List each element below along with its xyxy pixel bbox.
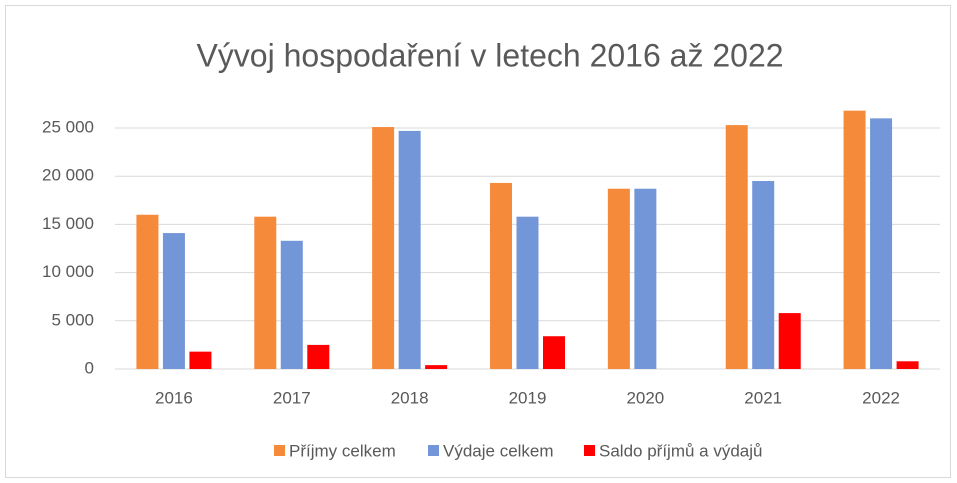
legend-label: Příjmy celkem	[289, 441, 396, 460]
x-tick-label: 2017	[273, 388, 311, 407]
y-tick-label: 0	[85, 358, 94, 377]
x-tick-label: 2020	[626, 388, 664, 407]
bar	[189, 351, 212, 369]
x-tick-label: 2022	[862, 388, 900, 407]
legend-swatch	[274, 445, 285, 456]
bar	[516, 216, 539, 369]
x-tick-label: 2016	[155, 388, 193, 407]
y-tick-label: 15 000	[42, 214, 94, 233]
bar	[307, 344, 330, 369]
bar	[752, 181, 775, 369]
y-tick-label: 10 000	[42, 262, 94, 281]
bar	[490, 182, 512, 369]
chart-title: Vývoj hospodaření v letech 2016 až 2022	[196, 37, 783, 73]
bar	[162, 233, 185, 369]
legend-label: Výdaje celkem	[443, 441, 554, 460]
bar	[372, 127, 395, 369]
bar	[254, 216, 277, 369]
y-tick-label: 25 000	[42, 117, 94, 136]
y-tick-label: 20 000	[42, 166, 94, 185]
bar	[425, 365, 448, 369]
bar	[843, 110, 866, 369]
bar	[778, 313, 801, 369]
bar	[543, 336, 565, 369]
bar	[136, 214, 159, 369]
bar	[607, 188, 630, 369]
bar	[398, 130, 421, 369]
bar	[725, 125, 748, 369]
bar	[634, 188, 657, 369]
bar	[280, 240, 303, 369]
x-tick-label: 2019	[509, 388, 547, 407]
bar	[896, 361, 919, 369]
x-tick-label: 2018	[391, 388, 429, 407]
legend-swatch	[428, 445, 439, 456]
x-tick-label: 2021	[744, 388, 782, 407]
legend-swatch	[584, 445, 595, 456]
y-tick-label: 5 000	[51, 310, 94, 329]
legend-label: Saldo příjmů a výdajů	[599, 441, 762, 460]
bar	[870, 118, 893, 369]
